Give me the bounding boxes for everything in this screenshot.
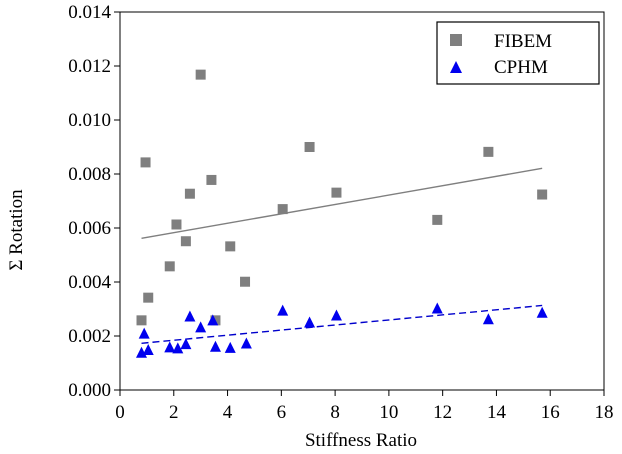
trendline-fibem — [141, 167, 543, 239]
cphm-point — [240, 337, 252, 349]
fibem-point — [184, 188, 195, 199]
x-axis-ticks: 0 2 4 6 8 10 12 14 16 18 — [115, 390, 614, 423]
y-axis-ticks: 0.000 0.002 0.004 0.006 0.008 0.010 0.012 0.014 — [68, 2, 120, 401]
fibem-point — [143, 292, 154, 303]
cphm-point — [164, 341, 176, 353]
fibem-point — [537, 189, 548, 200]
cphm-point — [330, 309, 342, 321]
cphm-point — [304, 316, 316, 328]
y-tick-label: 0.002 — [68, 326, 111, 347]
x-tick-label: 14 — [487, 402, 507, 423]
plot-area-frame — [119, 11, 605, 391]
data-markers — [136, 69, 548, 358]
y-tick-label: 0.008 — [68, 164, 111, 185]
y-tick-label: 0.010 — [68, 110, 111, 131]
fibem-point — [180, 236, 191, 247]
fibem-point — [331, 187, 342, 198]
fibem-point — [140, 157, 151, 168]
fibem-point — [277, 204, 288, 215]
y-tick-label: 0.006 — [68, 218, 111, 239]
legend-square-icon — [450, 34, 462, 46]
legend-label-fibem: FIBEM — [494, 31, 552, 52]
x-tick-label: 2 — [169, 402, 179, 423]
legend-triangle-icon — [450, 61, 462, 73]
fibem-point — [432, 214, 443, 225]
fibem-point — [206, 174, 217, 185]
legend-label-cphm: CPHM — [494, 57, 548, 78]
fibem-point — [304, 142, 315, 152]
x-tick-label: 12 — [433, 402, 452, 423]
fibem-point — [195, 69, 206, 80]
y-tick-label: 0.014 — [68, 2, 111, 23]
cphm-point — [172, 342, 184, 354]
legend: FIBEM CPHM — [436, 21, 600, 85]
fibem-point — [225, 241, 236, 252]
x-tick-label: 8 — [330, 402, 340, 423]
cphm-point — [277, 304, 289, 316]
x-axis-title: Stiffness Ratio — [305, 430, 417, 451]
trendline-cphm — [141, 304, 543, 344]
x-tick-label: 4 — [223, 402, 233, 423]
x-tick-label: 10 — [379, 402, 398, 423]
cphm-point — [142, 344, 154, 356]
y-tick-label: 0.012 — [68, 56, 111, 77]
x-tick-label: 16 — [541, 402, 560, 423]
fibem-point — [171, 219, 182, 230]
y-tick-label: 0.004 — [68, 272, 111, 293]
cphm-point — [224, 341, 236, 353]
x-tick-label: 6 — [277, 402, 287, 423]
x-tick-label: 18 — [595, 402, 614, 423]
y-axis-title: Σ Rotation — [6, 189, 27, 271]
trendlines — [141, 167, 543, 344]
fibem-point — [164, 261, 175, 272]
legend-box — [436, 21, 600, 85]
fibem-point — [136, 315, 147, 326]
fibem-point — [483, 146, 494, 157]
cphm-point — [195, 321, 207, 333]
x-tick-label: 0 — [115, 402, 125, 423]
fibem-point — [240, 276, 251, 287]
cphm-point — [207, 314, 219, 326]
cphm-point — [180, 338, 192, 350]
cphm-point — [536, 306, 548, 318]
cphm-point — [209, 340, 221, 352]
cphm-point — [431, 302, 443, 314]
y-tick-label: 0.000 — [68, 380, 111, 401]
cphm-point — [184, 310, 196, 322]
cphm-point — [138, 327, 150, 339]
cphm-point — [482, 313, 494, 325]
